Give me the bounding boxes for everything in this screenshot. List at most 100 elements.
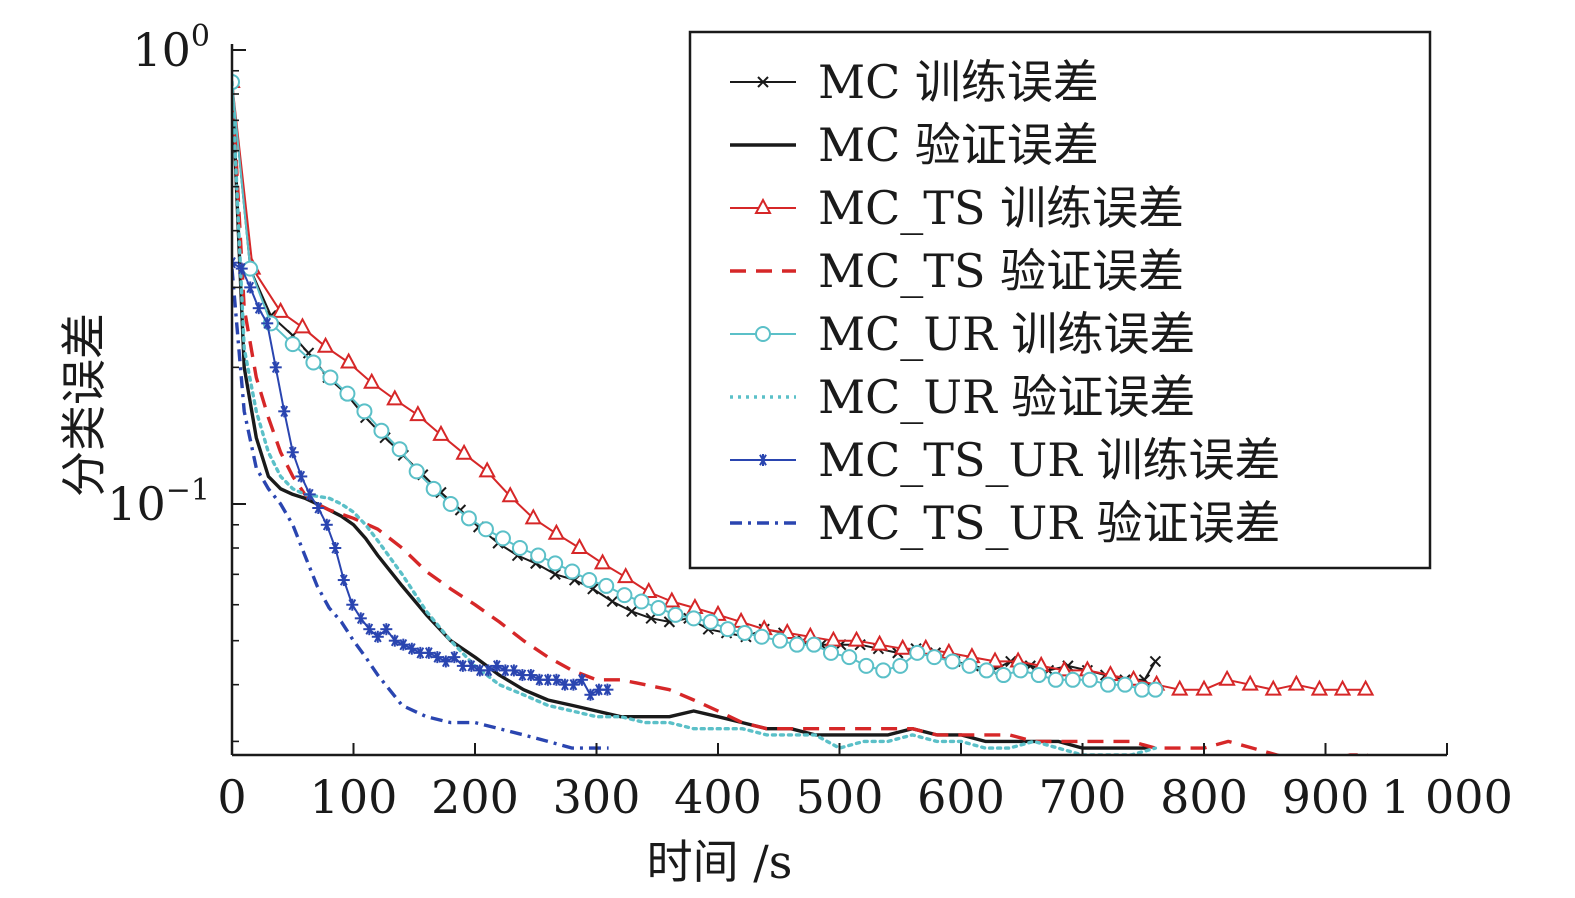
legend-item: MC 验证误差: [730, 118, 1099, 172]
marker-triangle: [1055, 660, 1073, 677]
x-axis-title: 时间 /s: [647, 835, 793, 889]
marker-star: [439, 655, 452, 668]
marker-circle: [892, 657, 909, 674]
marker-star: [261, 317, 274, 330]
marker-triangle: [339, 352, 358, 369]
series-6: [232, 256, 614, 701]
x-tick-label: 1 000: [1381, 770, 1513, 824]
marker-triangle: [293, 317, 312, 334]
x-tick-label: 900: [1282, 770, 1370, 824]
marker-triangle: [271, 301, 290, 318]
marker-star: [524, 669, 537, 682]
marker-star: [329, 542, 342, 555]
marker-circle: [755, 326, 771, 342]
series-5: [232, 80, 1158, 755]
marker-star: [422, 646, 435, 659]
marker-circle: [1030, 667, 1047, 684]
marker-star: [584, 688, 597, 701]
marker-circle: [858, 657, 875, 674]
marker-circle: [1064, 671, 1081, 688]
marker-triangle: [316, 336, 335, 353]
marker-star: [286, 446, 299, 459]
legend-item: MC_TS 验证误差: [730, 244, 1184, 298]
marker-star: [354, 612, 367, 625]
marker-star: [337, 574, 350, 587]
marker-circle: [944, 653, 961, 670]
marker-circle: [530, 547, 547, 564]
legend-label: MC 验证误差: [818, 118, 1099, 172]
legend-label: MC 训练误差: [818, 55, 1099, 109]
marker-x: [626, 605, 638, 618]
marker-star: [295, 470, 308, 483]
legend-item: MC_TS 训练误差: [730, 181, 1184, 235]
marker-star: [363, 623, 376, 636]
legend-label: MC_TS 验证误差: [818, 244, 1184, 298]
marker-triangle: [847, 630, 866, 647]
marker-star: [397, 638, 410, 651]
marker-circle: [650, 600, 667, 617]
marker-star: [346, 598, 359, 611]
legend-item: MC_TS_UR 训练误差: [730, 433, 1281, 487]
marker-circle: [425, 480, 442, 497]
marker-circle: [581, 572, 598, 589]
marker-star: [601, 683, 614, 696]
marker-star: [312, 501, 325, 514]
marker-circle: [460, 510, 477, 527]
marker-triangle: [870, 634, 889, 651]
marker-triangle: [986, 651, 1004, 668]
marker-star: [499, 664, 512, 677]
x-tick-label: 500: [796, 770, 884, 824]
marker-triangle: [1195, 679, 1213, 696]
marker-circle: [408, 463, 425, 480]
marker-circle: [547, 555, 564, 572]
marker-triangle: [501, 486, 519, 503]
marker-star: [371, 630, 384, 643]
marker-star: [541, 673, 554, 686]
marker-circle: [1100, 676, 1117, 693]
marker-star: [757, 454, 769, 466]
axis-labels: 时间 /s 分类误差: [57, 313, 792, 889]
marker-triangle: [570, 537, 589, 555]
marker-circle: [685, 610, 702, 627]
marker-circle: [875, 662, 892, 679]
marker-star: [303, 488, 316, 501]
marker-triangle: [1356, 679, 1375, 696]
marker-triangle: [1218, 669, 1236, 686]
marker-circle: [702, 613, 719, 630]
x-tick-label: 700: [1039, 770, 1127, 824]
legend-item: MC_TS_UR 验证误差: [730, 496, 1281, 550]
marker-triangle: [1241, 674, 1259, 691]
marker-star: [465, 659, 478, 672]
marker-triangle: [593, 553, 612, 570]
marker-triangle: [386, 389, 404, 406]
legend-item: MC_UR 训练误差: [730, 307, 1195, 361]
marker-circle: [978, 662, 995, 679]
marker-triangle: [455, 443, 473, 460]
marker-circle: [995, 667, 1012, 684]
marker-circle: [305, 354, 322, 371]
marker-circle: [822, 644, 839, 661]
marker-circle: [841, 649, 858, 666]
x-tick-label: 400: [674, 770, 762, 824]
axes: 0 100 200 300 400 500 600 700 800 900 1 000 100 10−1: [107, 19, 1513, 824]
legend-box: [688, 30, 1432, 570]
marker-circle: [926, 649, 943, 666]
marker-triangle: [1310, 679, 1329, 696]
marker-triangle: [1287, 674, 1306, 691]
marker-circle: [909, 644, 926, 661]
marker-triangle: [432, 424, 450, 441]
marker-star: [405, 642, 418, 655]
marker-circle: [719, 621, 736, 638]
marker-circle: [511, 540, 528, 557]
legend-label: MC_TS_UR 训练误差: [818, 433, 1281, 487]
marker-x: [645, 612, 657, 625]
marker-circle: [339, 385, 356, 402]
marker-star: [244, 281, 257, 294]
marker-star: [388, 634, 401, 647]
legend-label: MC_TS 训练误差: [818, 181, 1184, 235]
legend-label: MC_UR 验证误差: [818, 370, 1195, 424]
marker-star: [269, 361, 282, 374]
marker-triangle: [409, 404, 427, 422]
marker-x: [549, 568, 561, 581]
